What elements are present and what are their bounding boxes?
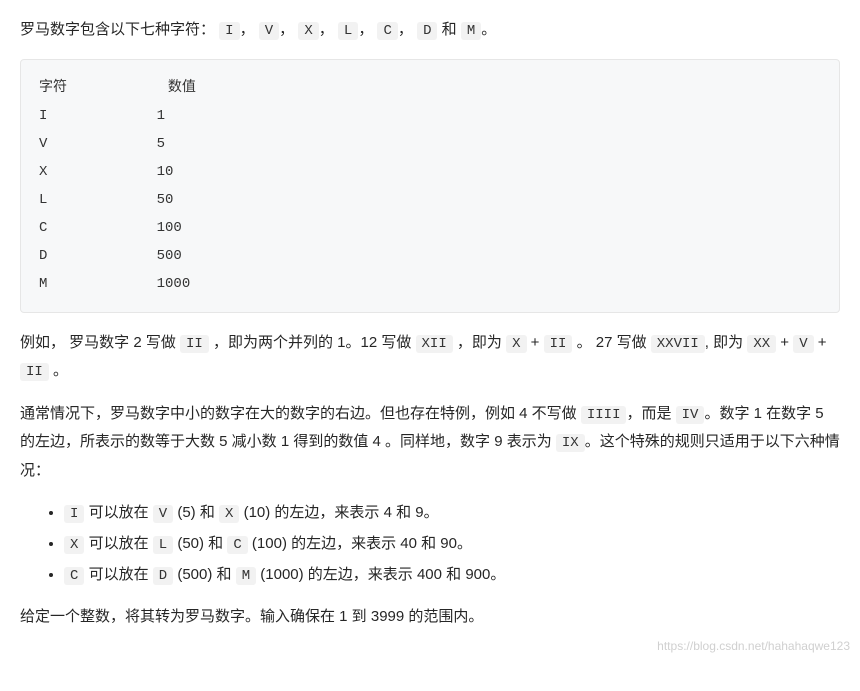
- code-literal: C: [377, 22, 397, 40]
- code-literal: I: [219, 22, 239, 40]
- rule-item: C 可以放在 D (500) 和 M (1000) 的左边，来表示 400 和 …: [64, 561, 840, 590]
- code-literal: X: [219, 505, 239, 523]
- code-literal: L: [153, 536, 173, 554]
- intro-paragraph: 罗马数字包含以下七种字符： I， V， X， L， C， D 和 M。: [20, 16, 840, 45]
- rule-paragraph: 通常情况下，罗马数字中小的数字在大的数字的右边。但也存在特例，例如 4 不写做 …: [20, 400, 840, 486]
- example-paragraph: 例如， 罗马数字 2 写做 II ，即为两个并列的 1。12 写做 XII ，即…: [20, 329, 840, 386]
- code-literal: I: [64, 505, 84, 523]
- watermark-text: https://blog.csdn.net/hahahaqwe123: [657, 635, 850, 658]
- code-literal: II: [180, 335, 209, 353]
- code-literal: XXVII: [651, 335, 705, 353]
- code-literal: V: [153, 505, 173, 523]
- code-literal: M: [461, 22, 481, 40]
- symbol-value-table: 字符 数值 I 1 V 5 X 10 L 50 C 100 D 500 M 10…: [20, 59, 840, 313]
- code-literal: XX: [747, 335, 776, 353]
- code-literal: IV: [676, 406, 705, 424]
- code-literal: II: [544, 335, 573, 353]
- rule-item: I 可以放在 V (5) 和 X (10) 的左边，来表示 4 和 9。: [64, 499, 840, 528]
- code-literal: C: [227, 536, 247, 554]
- special-rules-list: I 可以放在 V (5) 和 X (10) 的左边，来表示 4 和 9。X 可以…: [20, 499, 840, 589]
- code-literal: M: [236, 567, 256, 585]
- code-literal: D: [153, 567, 173, 585]
- code-literal: V: [793, 335, 813, 353]
- final-paragraph: 给定一个整数，将其转为罗马数字。输入确保在 1 到 3999 的范围内。: [20, 603, 840, 632]
- rule-item: X 可以放在 L (50) 和 C (100) 的左边，来表示 40 和 90。: [64, 530, 840, 559]
- code-literal: V: [259, 22, 279, 40]
- code-literal: L: [338, 22, 358, 40]
- code-literal: XII: [416, 335, 453, 353]
- code-literal: X: [298, 22, 318, 40]
- code-literal: II: [20, 363, 49, 381]
- code-literal: IX: [556, 434, 585, 452]
- code-literal: D: [417, 22, 437, 40]
- code-literal: C: [64, 567, 84, 585]
- code-literal: X: [64, 536, 84, 554]
- code-literal: IIII: [581, 406, 627, 424]
- code-literal: X: [506, 335, 526, 353]
